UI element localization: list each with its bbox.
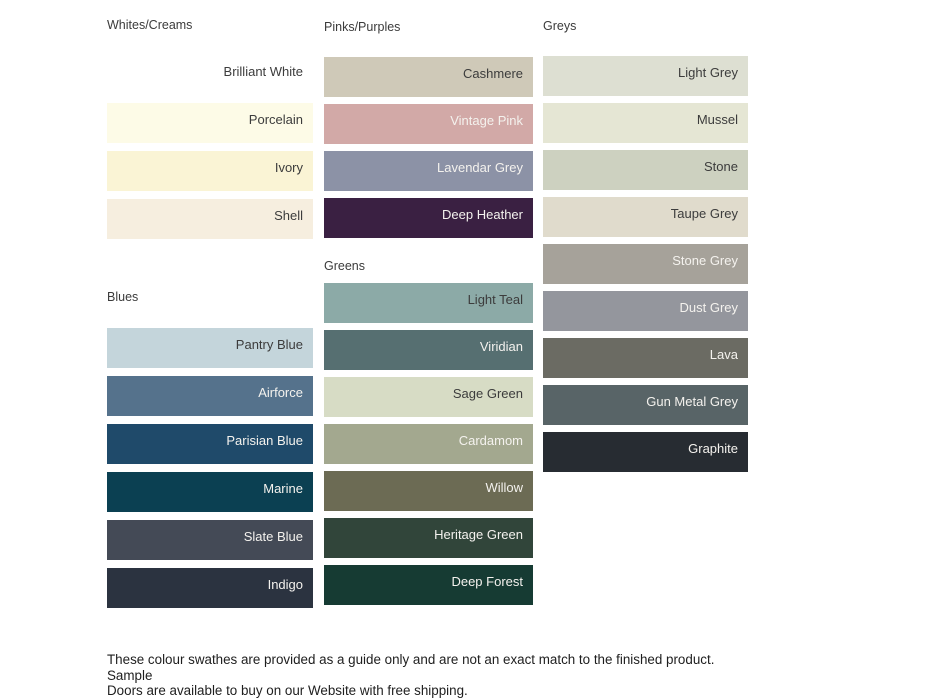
group-title-whites-creams: Whites/Creams xyxy=(107,18,193,32)
swatch-label-willow: Willow xyxy=(485,479,523,495)
palette-group-blues: Blues Pantry Blue Airforce Parisian Blue Mar… xyxy=(107,290,313,608)
swatch-label-slate-blue: Slate Blue xyxy=(243,528,303,544)
swatch-label-pantry-blue: Pantry Blue xyxy=(235,336,303,352)
swatch-label-deep-heather: Deep Heather xyxy=(442,206,523,222)
swatch-willow: Willow xyxy=(324,471,533,511)
palette-group-greys: Greys Light Grey Mussel Stone Taupe Grey Ston… xyxy=(543,19,748,472)
swatch-light-grey: Light Grey xyxy=(543,56,748,96)
swatch-mussel: Mussel xyxy=(543,103,748,143)
swatch-light-teal: Light Teal xyxy=(324,283,533,323)
swatch-deep-forest: Deep Forest xyxy=(324,565,533,605)
swatch-stone: Stone xyxy=(543,150,748,190)
swatch-lava: Lava xyxy=(543,338,748,378)
swatch-label-gun-metal-grey: Gun Metal Grey xyxy=(646,393,738,409)
swatch-pantry-blue: Pantry Blue xyxy=(107,328,313,368)
swatch-shell: Shell xyxy=(107,199,313,239)
swatch-label-brilliant-white: Brilliant White xyxy=(223,63,303,79)
swatch-parisian-blue: Parisian Blue xyxy=(107,424,313,464)
swatch-cardamom: Cardamom xyxy=(324,424,533,464)
swatch-dust-grey: Dust Grey xyxy=(543,291,748,331)
swatch-porcelain: Porcelain xyxy=(107,103,313,143)
swatch-label-heritage-green: Heritage Green xyxy=(434,526,523,542)
swatch-label-sage-green: Sage Green xyxy=(452,385,523,401)
swatch-label-taupe-grey: Taupe Grey xyxy=(670,205,738,221)
column-greys: Greys Light Grey Mussel Stone Taupe Grey Ston… xyxy=(543,19,748,479)
swatch-lavendar-grey: Lavendar Grey xyxy=(324,151,533,191)
group-title-blues: Blues xyxy=(107,290,139,304)
swatch-label-light-grey: Light Grey xyxy=(678,64,738,80)
swatch-label-marine: Marine xyxy=(263,480,303,496)
palette-group-whites-creams: Whites/Creams Brilliant White Porcelain Ivo… xyxy=(107,18,313,239)
swatch-label-cardamom: Cardamom xyxy=(458,432,523,448)
swatch-label-dust-grey: Dust Grey xyxy=(679,299,738,315)
group-title-greens: Greens xyxy=(324,259,365,273)
swatch-indigo: Indigo xyxy=(107,568,313,608)
swatch-label-lava: Lava xyxy=(709,346,738,362)
swatch-taupe-grey: Taupe Grey xyxy=(543,197,748,237)
swatch-label-airforce: Airforce xyxy=(258,384,303,400)
swatch-label-vintage-pink: Vintage Pink xyxy=(450,112,523,128)
swatch-label-deep-forest: Deep Forest xyxy=(451,573,523,589)
swatch-label-graphite: Graphite xyxy=(688,440,738,456)
swatch-stone-grey: Stone Grey xyxy=(543,244,748,284)
swatch-label-light-teal: Light Teal xyxy=(467,291,523,307)
group-title-greys: Greys xyxy=(543,19,577,33)
swatch-vintage-pink: Vintage Pink xyxy=(324,104,533,144)
swatch-label-parisian-blue: Parisian Blue xyxy=(226,432,303,448)
swatch-slate-blue: Slate Blue xyxy=(107,520,313,560)
swatch-graphite: Graphite xyxy=(543,432,748,472)
swatch-brilliant-white: Brilliant White xyxy=(107,55,313,95)
swatch-marine: Marine xyxy=(107,472,313,512)
footer-disclaimer: These colour swathes are provided as a g… xyxy=(107,652,715,699)
swatch-deep-heather: Deep Heather xyxy=(324,198,533,238)
swatch-cashmere: Cashmere xyxy=(324,57,533,97)
swatch-label-lavendar-grey: Lavendar Grey xyxy=(437,159,523,175)
palette-group-greens: Greens Light Teal Viridian Sage Green Cardam… xyxy=(324,259,533,605)
column-whites-blues: Whites/Creams Brilliant White Porcelain Ivo… xyxy=(107,18,313,616)
swatch-label-stone-grey: Stone Grey xyxy=(672,252,738,268)
swatch-heritage-green: Heritage Green xyxy=(324,518,533,558)
swatch-gun-metal-grey: Gun Metal Grey xyxy=(543,385,748,425)
swatch-label-mussel: Mussel xyxy=(696,111,738,127)
swatch-label-stone: Stone xyxy=(704,158,738,174)
column-pinks-greens: Pinks/Purples Cashmere Vintage Pink Lavenda… xyxy=(324,20,533,612)
swatch-label-viridian: Viridian xyxy=(479,338,523,354)
swatch-label-cashmere: Cashmere xyxy=(463,65,523,81)
group-title-pinks-purples: Pinks/Purples xyxy=(324,20,401,34)
palette-group-pinks-purples: Pinks/Purples Cashmere Vintage Pink Lavenda… xyxy=(324,20,533,238)
swatch-label-indigo: Indigo xyxy=(267,576,303,592)
swatch-label-porcelain: Porcelain xyxy=(248,111,303,127)
swatch-label-shell: Shell xyxy=(274,207,303,223)
swatch-sage-green: Sage Green xyxy=(324,377,533,417)
swatch-label-ivory: Ivory xyxy=(274,159,303,175)
swatch-viridian: Viridian xyxy=(324,330,533,370)
swatch-airforce: Airforce xyxy=(107,376,313,416)
swatch-ivory: Ivory xyxy=(107,151,313,191)
